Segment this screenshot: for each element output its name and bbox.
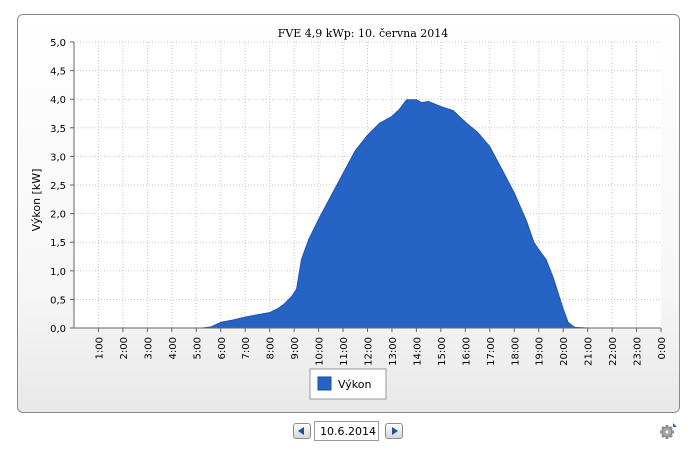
y-tick-label: 4,0 — [50, 95, 66, 106]
x-tick-label: 10:00 — [315, 337, 326, 366]
next-day-button[interactable] — [385, 423, 403, 439]
x-tick-label: 6:00 — [217, 337, 228, 359]
x-tick-label: 0:00 — [657, 337, 668, 359]
series-point — [257, 314, 258, 315]
y-tick-label: 0,0 — [50, 324, 66, 335]
x-tick-label: 22:00 — [608, 337, 619, 366]
series-point — [406, 99, 407, 100]
x-tick-label: 14:00 — [412, 337, 423, 366]
series-layer — [74, 99, 661, 329]
x-tick-label: 23:00 — [633, 337, 644, 366]
chart-title: FVE 4,9 kWp: 10. června 2014 — [278, 27, 449, 40]
y-tick-label: 5,0 — [50, 38, 66, 49]
series-point — [453, 110, 454, 111]
series-point — [220, 322, 221, 323]
legend-swatch — [317, 376, 332, 391]
x-tick-label: 20:00 — [559, 337, 570, 366]
y-tick-label: 4,5 — [50, 67, 66, 78]
series-point — [477, 132, 478, 133]
series-point — [330, 196, 331, 197]
x-tick-label: 21:00 — [584, 337, 595, 366]
series-point — [342, 173, 343, 174]
series-point — [291, 296, 292, 297]
chevron-left-icon — [298, 427, 304, 435]
y-tick-label: 3,5 — [50, 124, 66, 135]
y-tick-label: 3,0 — [50, 152, 66, 163]
x-tick-label: 19:00 — [535, 337, 546, 366]
series-point — [572, 326, 573, 327]
series-point — [538, 249, 539, 250]
series-point — [245, 317, 246, 318]
series-point — [391, 116, 392, 117]
legend: Výkon — [309, 368, 387, 400]
power-chart: 0,0 0,5 1,0 1,5 2,0 2,5 3,0 3,5 4,0 4,5 5,0 1:00 2:0… — [30, 27, 668, 400]
series-point — [489, 146, 490, 147]
x-tick-label: 17:00 — [486, 337, 497, 366]
series-point — [440, 106, 441, 107]
series-point — [553, 278, 554, 279]
y-axis-label: Výkon [kW] — [30, 169, 43, 232]
series-point — [501, 169, 502, 170]
series-point — [514, 192, 515, 193]
series-point — [545, 259, 546, 260]
chart-panel: 0,0 0,5 1,0 1,5 2,0 2,5 3,0 3,5 4,0 4,5 5,0 1:00 2:0… — [17, 14, 680, 413]
y-tick-label: 0,5 — [50, 295, 66, 306]
series-point — [568, 322, 569, 323]
axis-layer: 0,0 0,5 1,0 1,5 2,0 2,5 3,0 3,5 4,0 4,5 5,0 1:00 2:0… — [50, 38, 668, 366]
x-tick-label: 1:00 — [94, 337, 105, 359]
gear-icon[interactable] — [658, 421, 678, 441]
series-point — [465, 122, 466, 123]
prev-day-button[interactable] — [293, 423, 311, 439]
chevron-right-icon — [392, 427, 398, 435]
series-point — [318, 219, 319, 220]
series-point — [269, 312, 270, 313]
series-point — [558, 293, 559, 294]
series-point — [276, 309, 277, 310]
y-tick-label: 1,5 — [50, 238, 66, 249]
series-point — [355, 150, 356, 151]
series-point — [526, 220, 527, 221]
series-point — [296, 289, 297, 290]
x-tick-label: 2:00 — [119, 337, 130, 359]
x-tick-label: 12:00 — [364, 337, 375, 366]
series-point — [563, 309, 564, 310]
series-point — [533, 242, 534, 243]
x-tick-label: 15:00 — [437, 337, 448, 366]
series-point — [210, 326, 211, 327]
date-input[interactable] — [314, 421, 379, 441]
x-tick-label: 9:00 — [290, 337, 301, 359]
x-tick-label: 8:00 — [266, 337, 277, 359]
series-point — [428, 101, 429, 102]
x-tick-label: 3:00 — [143, 337, 154, 359]
series-point — [367, 135, 368, 136]
series-point — [399, 109, 400, 110]
x-tick-label: 7:00 — [241, 337, 252, 359]
legend-label: Výkon — [338, 378, 371, 391]
series-point — [301, 259, 302, 260]
series-point — [284, 303, 285, 304]
y-tick-label: 2,5 — [50, 181, 66, 192]
series-area-vykon — [74, 99, 661, 329]
series-point — [379, 123, 380, 124]
series-point — [308, 239, 309, 240]
series-point — [421, 102, 422, 103]
x-tick-label: 5:00 — [192, 337, 203, 359]
x-tick-label: 4:00 — [168, 337, 179, 359]
y-tick-label: 1,0 — [50, 267, 66, 278]
y-tick-label: 2,0 — [50, 210, 66, 221]
series-point — [232, 319, 233, 320]
x-tick-label: 13:00 — [388, 337, 399, 366]
x-tick-label: 11:00 — [339, 337, 350, 366]
x-tick-label: 18:00 — [510, 337, 521, 366]
x-tick-label: 16:00 — [461, 337, 472, 366]
series-point — [416, 99, 417, 100]
